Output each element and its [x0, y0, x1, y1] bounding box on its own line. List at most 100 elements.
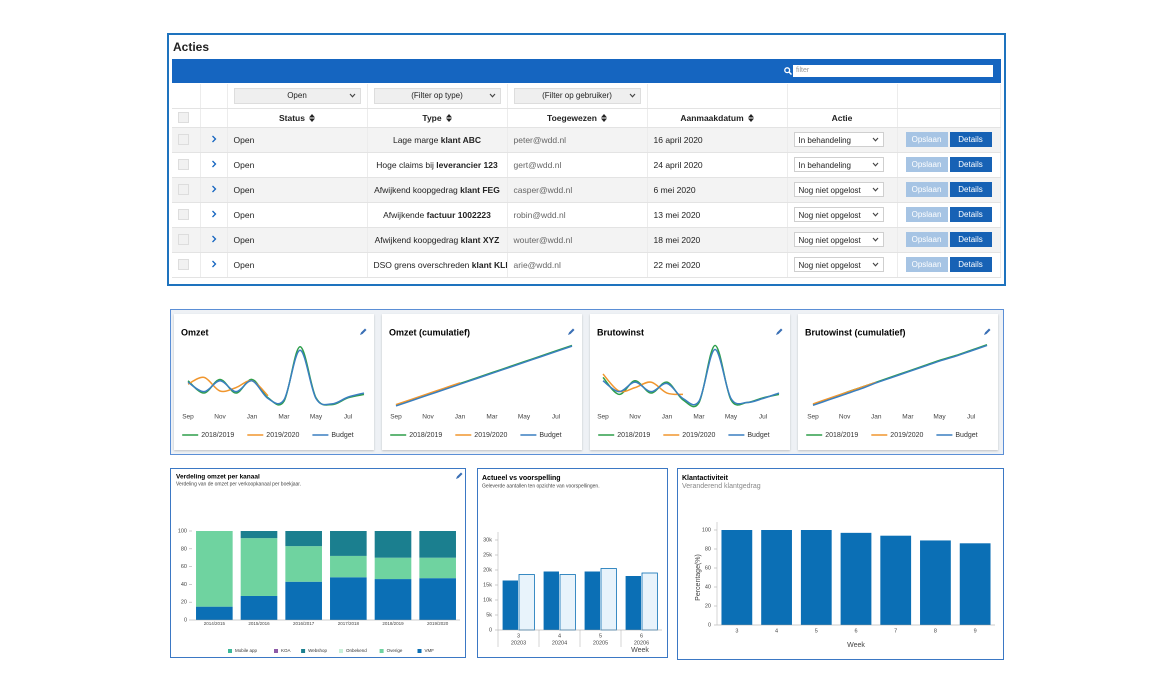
expand-chevron[interactable] [211, 260, 217, 268]
sort-arrows [600, 113, 607, 122]
filter-label: Open [287, 90, 307, 100]
type-bold: leverancier 123 [436, 159, 498, 170]
card [174, 314, 374, 450]
filter-dropdown[interactable]: (Filter op type) [373, 87, 501, 104]
chevron [211, 185, 216, 192]
table-wrap: Open (Filter op type) (Filter op gebruiker… [172, 84, 1001, 278]
action-label: In behandeling [798, 161, 852, 170]
buttons: Opslaan Details [897, 202, 1001, 228]
date: 24 april 2020 [647, 152, 788, 178]
filter-label: (Filter op type) [411, 90, 463, 100]
assigned: gert@wdd.nl [507, 152, 648, 178]
checkbox[interactable] [178, 134, 189, 145]
action-label: Nog niet opgelost [798, 236, 861, 245]
cell [200, 227, 228, 253]
save-button[interactable]: Opslaan [905, 157, 948, 172]
sort-icon [747, 113, 754, 122]
details-button[interactable]: Details [949, 207, 992, 222]
action-label: In behandeling [798, 136, 852, 145]
chart-panel [170, 468, 466, 658]
sort-arrows [308, 113, 315, 122]
status: Open [227, 177, 368, 203]
date: 13 mei 2020 [647, 202, 788, 228]
cell [200, 252, 228, 278]
buttons: Opslaan Details [897, 152, 1001, 178]
type: Afwijkende factuur 1002223 [367, 202, 508, 228]
search-input[interactable]: filter [793, 65, 993, 77]
type-bold: klant XYZ [460, 234, 500, 245]
action-label: Nog niet opgelost [798, 186, 861, 195]
details-button[interactable]: Details [949, 182, 992, 197]
checkbox[interactable] [178, 234, 189, 245]
chevron-down [872, 162, 878, 167]
type: Afwijkend koopgedrag klant XYZ [367, 227, 508, 253]
save-button[interactable]: Opslaan [905, 207, 948, 222]
cell [172, 127, 201, 153]
expand-chevron[interactable] [211, 235, 217, 243]
action-select[interactable]: In behandeling [793, 157, 884, 172]
cell [172, 108, 201, 128]
checkbox[interactable] [178, 184, 189, 195]
cell [200, 202, 228, 228]
filter-dropdown[interactable]: Open [233, 87, 361, 104]
chevron [872, 162, 878, 167]
cell [787, 84, 898, 109]
cell: (Filter op type) [367, 84, 508, 109]
action: In behandeling [787, 127, 898, 153]
assigned: casper@wdd.nl [507, 177, 648, 203]
type-text: Hoge claims bij [376, 159, 434, 170]
checkbox[interactable] [178, 259, 189, 270]
chevron [629, 93, 635, 98]
cell: (Filter op gebruiker) [507, 84, 648, 109]
type: Hoge claims bij leverancier 123 [367, 152, 508, 178]
cell [172, 202, 201, 228]
chevron [211, 160, 216, 167]
save-button[interactable]: Opslaan [905, 232, 948, 247]
cell [172, 227, 201, 253]
cell [647, 84, 788, 109]
details-button[interactable]: Details [949, 232, 992, 247]
action: Nog niet opgelost [787, 202, 898, 228]
cell [200, 108, 228, 128]
chevron [872, 212, 878, 217]
cell [172, 252, 201, 278]
checkbox[interactable] [178, 159, 189, 170]
details-button[interactable]: Details [949, 157, 992, 172]
chevron [872, 187, 878, 192]
status: Open [227, 252, 368, 278]
buttons: Opslaan Details [897, 127, 1001, 153]
action: Nog niet opgelost [787, 227, 898, 253]
details-button[interactable]: Details [949, 257, 992, 272]
date: 22 mei 2020 [647, 252, 788, 278]
expand-chevron[interactable] [211, 210, 217, 218]
chart-panel [477, 468, 668, 658]
date: 6 mei 2020 [647, 177, 788, 203]
expand-chevron[interactable] [211, 160, 217, 168]
save-button[interactable]: Opslaan [905, 257, 948, 272]
cell [200, 127, 228, 153]
status: Open [227, 127, 368, 153]
expand-chevron[interactable] [211, 135, 217, 143]
column-label: Type [422, 112, 442, 123]
action-select[interactable]: Nog niet opgelost [793, 232, 884, 247]
chevron-down [629, 93, 635, 98]
chart-panel [677, 468, 1004, 660]
expand-chevron[interactable] [211, 185, 217, 193]
action-label: Nog niet opgelost [798, 211, 861, 220]
type-text: Lage marge [392, 134, 439, 145]
action-select[interactable]: Nog niet opgelost [793, 257, 884, 272]
action-select[interactable]: In behandeling [793, 132, 884, 147]
save-button[interactable]: Opslaan [905, 132, 948, 147]
details-button[interactable]: Details [949, 132, 992, 147]
action-select[interactable]: Nog niet opgelost [793, 182, 884, 197]
action-select[interactable]: Nog niet opgelost [793, 207, 884, 222]
save-button[interactable]: Opslaan [905, 182, 948, 197]
column-label: Status [279, 112, 305, 123]
filter-dropdown[interactable]: (Filter op gebruiker) [513, 87, 641, 104]
sort-icon [308, 113, 315, 122]
assigned: peter@wdd.nl [507, 127, 648, 153]
checkbox[interactable] [178, 209, 189, 220]
status: Open [227, 202, 368, 228]
table-row: Open Afwijkende factuur 1002223 robin@wdd.… [172, 202, 1001, 228]
